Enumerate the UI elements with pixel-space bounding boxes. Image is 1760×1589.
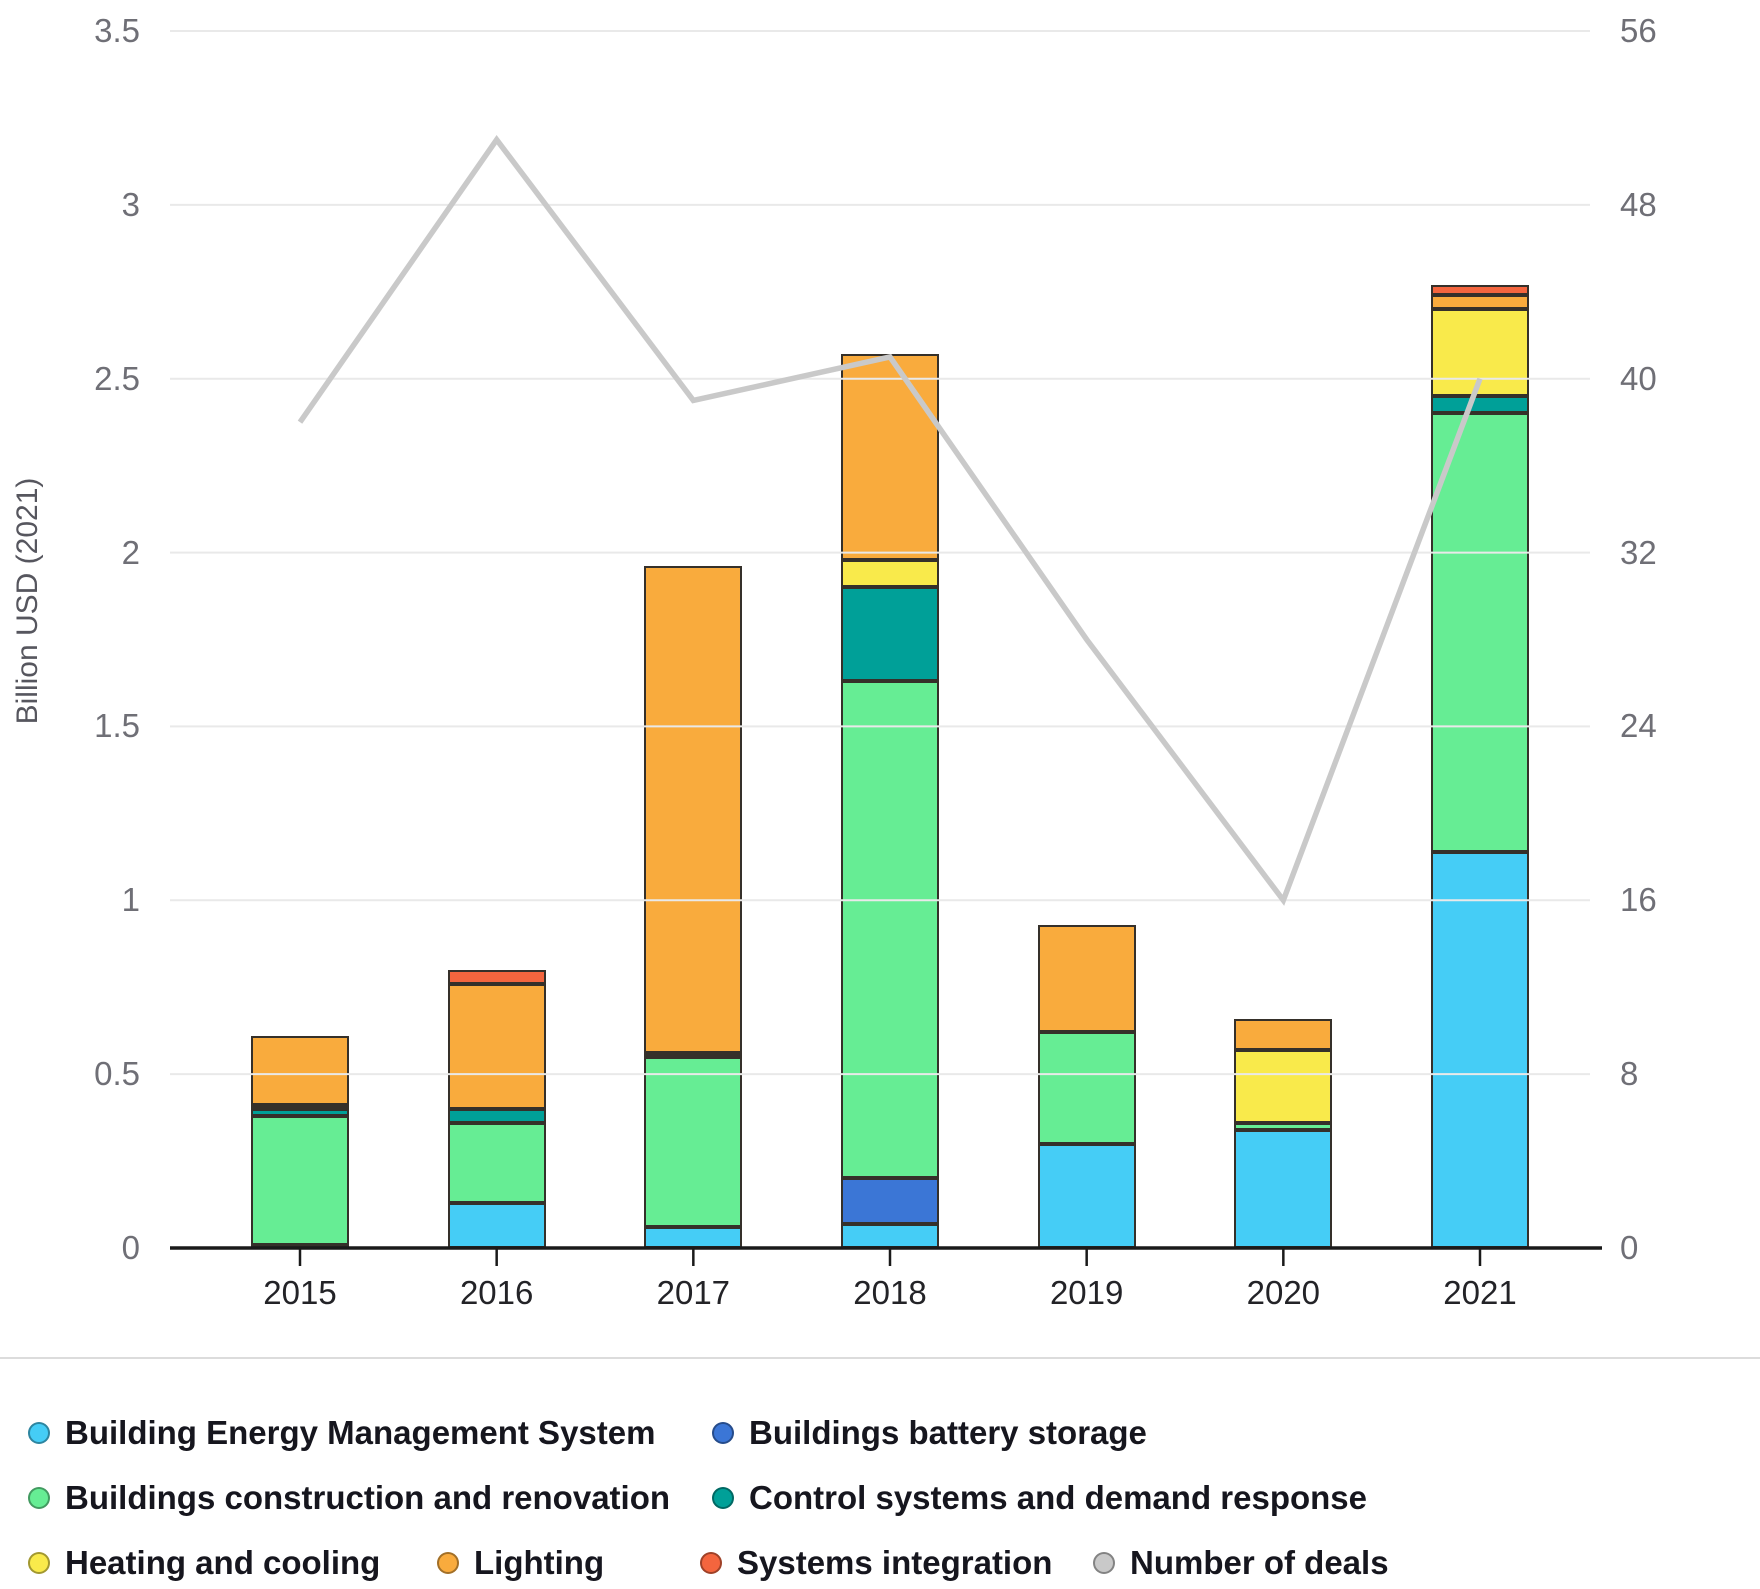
legend-item: Systems integration: [700, 1543, 1052, 1583]
legend-item: Number of deals: [1093, 1543, 1389, 1583]
legend-label: Buildings construction and renovation: [65, 1479, 671, 1516]
bar-segment-2017: [644, 1053, 743, 1058]
legend-dot-icon: [712, 1487, 734, 1509]
year-label-2021: 2021: [1443, 1274, 1517, 1311]
bar-segment-2016: [447, 1108, 546, 1123]
bar-segment-2019: [1037, 1143, 1136, 1248]
bar-segment-2020: [1234, 1122, 1333, 1130]
right-axis-tick-label: 0: [1620, 1229, 1639, 1266]
left-axis-tick-label: 2.5: [94, 359, 140, 397]
left-axis-tick-label: 3: [121, 185, 140, 223]
bar-segment-2016: [447, 983, 546, 1109]
bar-segment-2016: [447, 1122, 546, 1203]
legend-dot-icon: [700, 1552, 722, 1574]
legend-label: Buildings battery storage: [749, 1414, 1147, 1451]
left-axis-tick-label: 1.5: [94, 707, 140, 745]
bar-segment-2016: [447, 969, 546, 984]
bar-segment-2020: [1234, 1049, 1333, 1123]
legend-label: Number of deals: [1130, 1544, 1389, 1581]
legend-item: Buildings battery storage: [712, 1413, 1147, 1453]
bar-segment-2018: [841, 1178, 939, 1224]
year-label-2016: 2016: [459, 1274, 534, 1311]
left-axis-tick-label: 3.5: [94, 12, 140, 49]
bar-segment-2015: [251, 1035, 349, 1106]
legend-item: Heating and cooling: [28, 1543, 380, 1583]
legend-label: Building Energy Management System: [65, 1414, 656, 1451]
legend-dot-icon: [28, 1552, 50, 1574]
right-axis-tick-label: 24: [1620, 707, 1657, 745]
bar-segment-2020: [1234, 1018, 1333, 1050]
legend-item: Lighting: [437, 1543, 604, 1583]
legend-dot-icon: [437, 1552, 459, 1574]
left-axis-tick-label: 0.5: [94, 1055, 140, 1093]
legend-dot-icon: [28, 1422, 50, 1444]
year-label-2017: 2017: [656, 1274, 731, 1311]
legend-label: Control systems and demand response: [749, 1479, 1367, 1516]
year-label-2018: 2018: [853, 1274, 927, 1311]
bar-segment-2015: [251, 1105, 349, 1110]
left-axis-tick-label: 0: [121, 1229, 140, 1266]
legend-divider: [0, 1357, 1760, 1359]
year-label-2019: 2019: [1049, 1274, 1124, 1311]
year-label-2020: 2020: [1246, 1274, 1321, 1311]
bar-segment-2019: [1037, 1032, 1136, 1144]
bar-segment-2020: [1234, 1129, 1333, 1248]
right-axis-tick-label: 48: [1620, 185, 1657, 223]
legend-item: Control systems and demand response: [712, 1478, 1367, 1518]
bar-segment-2021: [1431, 851, 1529, 1248]
left-axis-tick-label: 1: [121, 881, 140, 919]
legend-dot-icon: [1093, 1552, 1115, 1574]
right-axis-tick-label: 40: [1620, 359, 1657, 397]
legend-dot-icon: [28, 1487, 50, 1509]
legend-dot-icon: [712, 1422, 734, 1444]
bar-segment-2019: [1037, 924, 1136, 1033]
legend-item: Building Energy Management System: [28, 1413, 655, 1453]
legend-label: Heating and cooling: [65, 1544, 381, 1581]
bar-segment-2017: [644, 1056, 743, 1228]
legend-label: Lighting: [474, 1544, 605, 1581]
legend-item: Buildings construction and renovation: [28, 1478, 670, 1518]
right-axis-tick-label: 8: [1620, 1055, 1639, 1093]
bar-segment-2015: [251, 1115, 349, 1245]
right-axis-tick-label: 16: [1620, 881, 1657, 919]
bar-segment-2015: [251, 1108, 349, 1116]
left-axis-tick-label: 2: [121, 533, 140, 571]
year-label-2015: 2015: [263, 1274, 337, 1311]
right-axis-tick-label: 56: [1620, 12, 1657, 49]
right-axis-tick-label: 32: [1620, 533, 1657, 571]
legend-label: Systems integration: [737, 1544, 1053, 1581]
